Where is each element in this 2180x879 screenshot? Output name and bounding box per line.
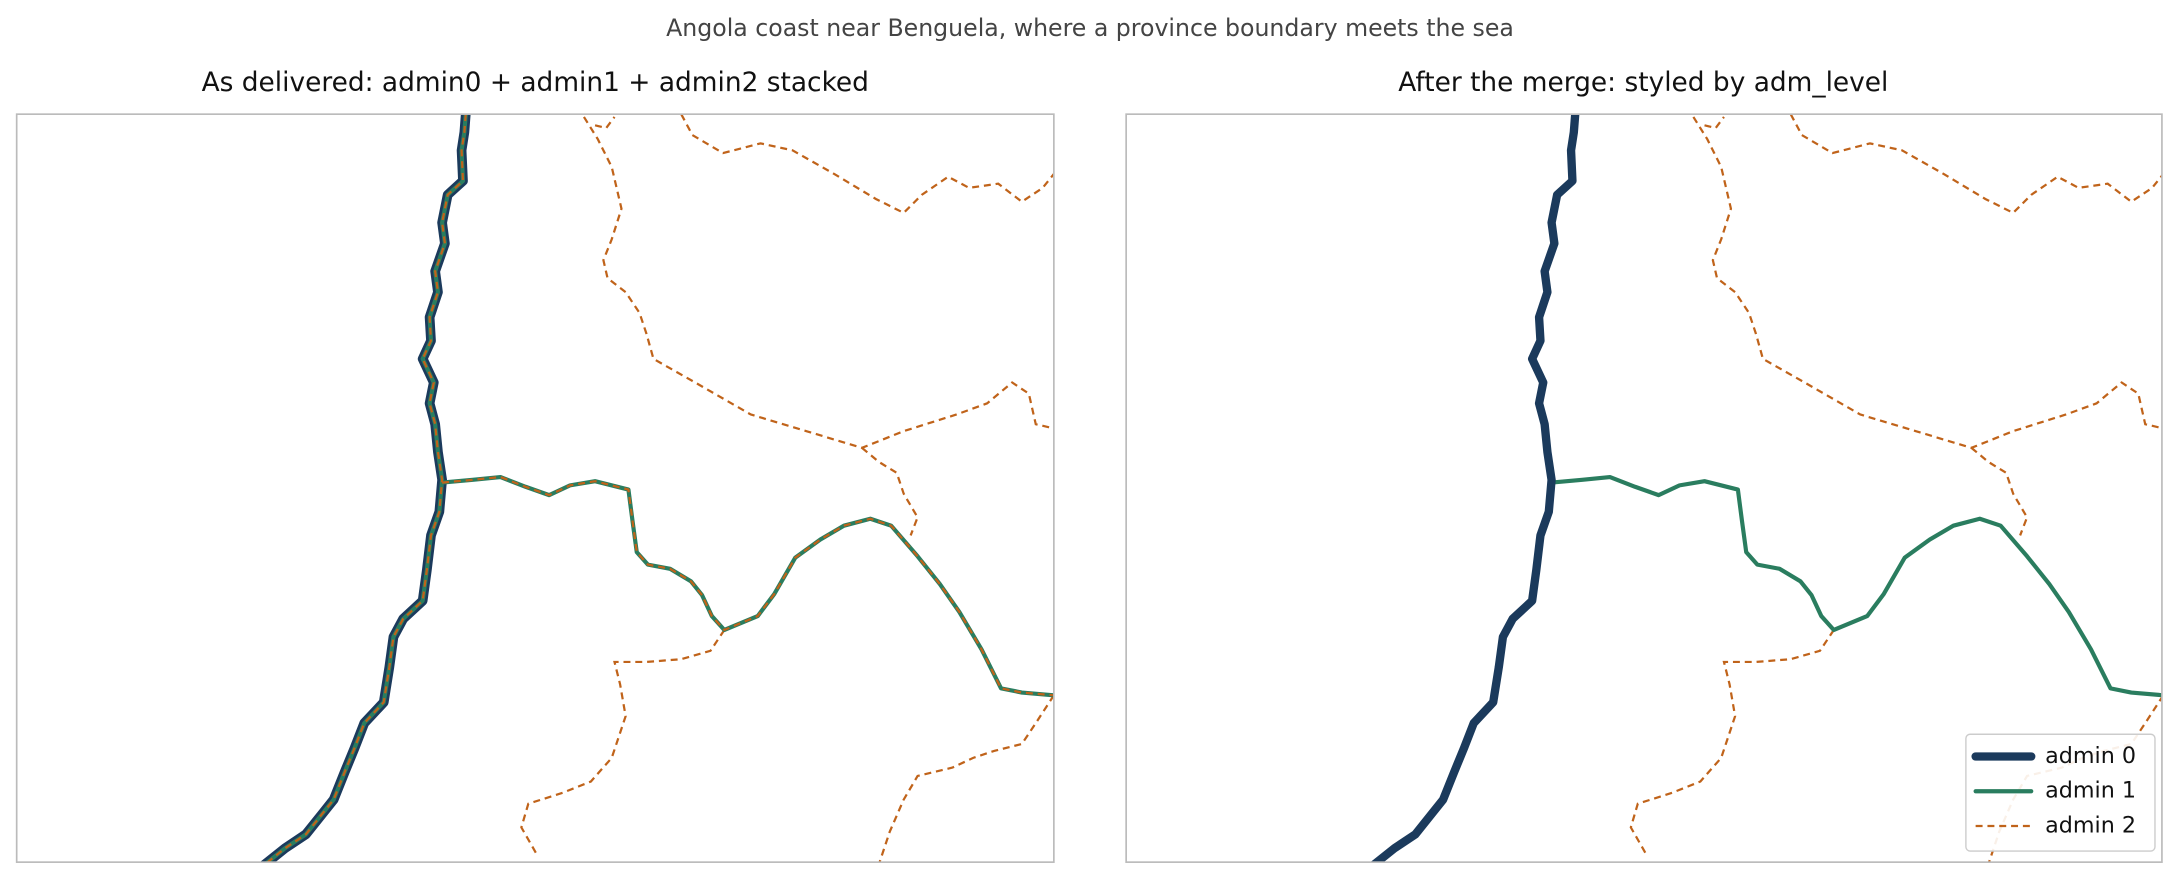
admin2-boundary — [680, 114, 1054, 215]
admin2-boundary — [442, 475, 1054, 697]
admin2-boundary — [878, 694, 1054, 863]
panel-frame — [1125, 113, 2163, 863]
panel-frame — [15, 113, 1055, 863]
legend-label: admin 1 — [2045, 778, 2136, 804]
legend-box — [1965, 733, 2156, 852]
admin2-boundary — [1629, 629, 1835, 858]
admin1-boundary — [440, 474, 1054, 698]
admin2-boundary — [1970, 446, 2029, 536]
admin2-boundary — [1789, 114, 2162, 215]
admin0-boundary — [260, 114, 471, 863]
admin2-boundary — [520, 629, 726, 858]
admin2-boundary — [594, 116, 616, 130]
panel-title: After the merge: styled by adm_level — [1398, 67, 1888, 98]
admin2-boundary — [861, 446, 919, 536]
admin0-boundary — [1370, 114, 1580, 863]
figure-title: Angola coast near Benguela, where a prov… — [666, 14, 1514, 42]
admin2-boundary — [265, 114, 467, 863]
panel-title: As delivered: admin0 + admin1 + admin2 s… — [202, 67, 869, 98]
admin2-boundary — [1692, 116, 2162, 450]
legend-label: admin 0 — [2045, 743, 2136, 769]
legend: admin 0 admin 1 admin 2 — [1965, 733, 2156, 852]
admin2-boundary — [1704, 116, 1725, 130]
admin2-boundary — [582, 116, 1054, 450]
legend-label: admin 2 — [2045, 813, 2136, 839]
map-panel — [260, 114, 1054, 863]
admin1-boundary — [264, 114, 468, 863]
admin1-boundary — [1549, 474, 2162, 698]
